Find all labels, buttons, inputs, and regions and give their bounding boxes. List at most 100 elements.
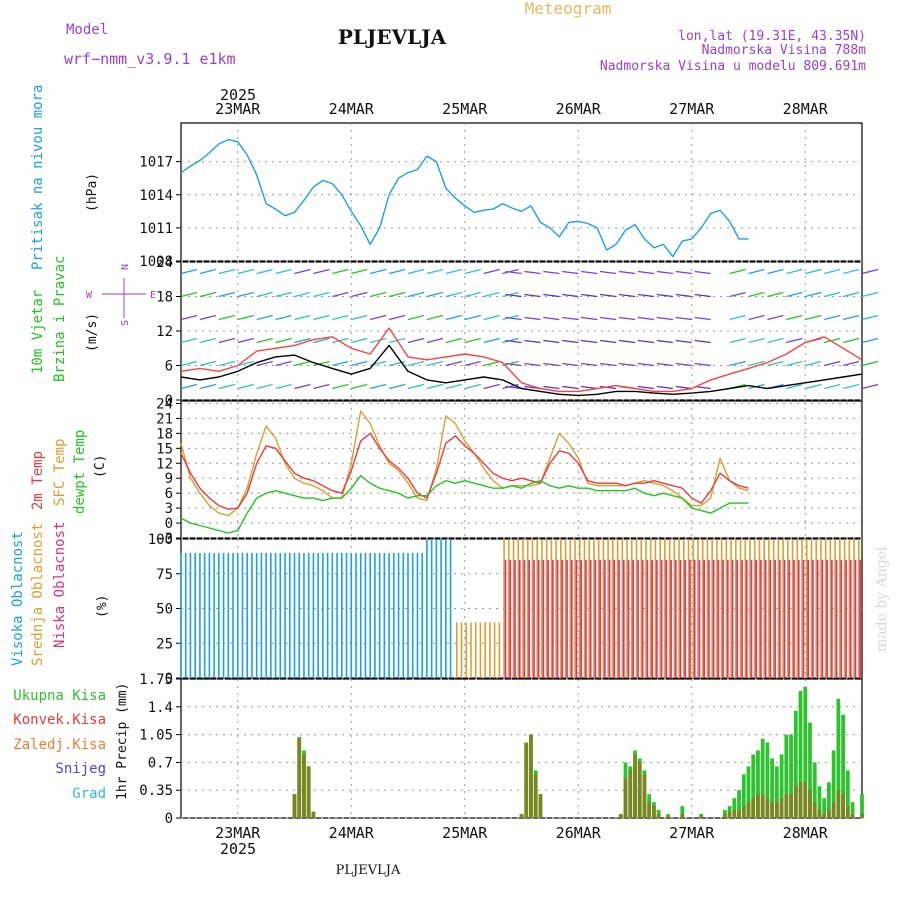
wind-arrow [294,383,311,390]
wind-gust-line [180,327,863,393]
precip-frozen-label: Zaledj.Kisa [13,737,106,753]
pressure-tick-label: 1011 [139,221,173,237]
cloud-low-label: Niska Oblacnost [52,522,68,648]
top-day-labels: 23MAR 24MAR 25MAR 26MAR 27MAR 28MAR [215,100,829,118]
day-label-top: 28MAR [783,100,829,118]
total-precip-bar [845,770,850,818]
wind-arrow [729,337,746,344]
day-label-bottom: 27MAR [669,824,715,842]
cloud-tick-label: 100 [148,532,173,548]
conv-precip-bar [741,806,746,818]
wind-tick-label: 24 [156,255,173,271]
compass-north: N [120,264,131,270]
conv-precip-bar [751,798,756,818]
wind-arrow [502,337,519,344]
wind-arrow [180,291,198,298]
wind-arrow [543,316,560,321]
wind-unit: (m/s) [85,313,100,352]
wind-arrow [445,337,462,344]
sfc-temp-line [180,410,749,517]
wind-arrow [464,360,481,367]
wind-arrow [388,360,406,367]
day-label-bottom: 26MAR [556,824,602,842]
cloud-tick-label: 0 [165,671,173,687]
wind-arrow [767,268,784,275]
footer-station: PLJEVLJA [336,863,401,878]
panel-frame [180,122,863,262]
wind-arrow [505,316,522,321]
conv-precip-bar [529,734,533,818]
conv-precip-bar [302,754,306,818]
total-precip-bar [817,786,822,818]
conv-precip-bar [699,815,704,818]
temp-tick-label: 21 [156,411,173,427]
cloud-mid-label: Srednja Oblacnost [30,523,46,666]
wind-arrow [694,293,711,298]
wind-arrow [332,383,349,390]
wind-arrow [562,270,579,275]
precip-conv-label: Konvek.Kisa [13,712,106,728]
temp-tick-label: 12 [156,456,173,472]
credit-watermark: made by Angel [874,546,890,652]
wind-arrow [786,360,803,367]
wind-arrow [524,270,541,275]
wind-arrow [275,360,292,367]
precip-unit: 1hr Precip (mm) [115,683,130,800]
wind-arrow [445,360,462,367]
wind-arrow [407,360,425,367]
conv-precip-bar [642,774,647,818]
temp-tick-label: 6 [165,486,173,502]
wind-arrow [256,291,273,298]
wind-arrow [407,383,425,390]
wind-arrow [313,360,330,367]
wind-arrow [275,314,292,321]
conv-precip-bar [784,794,789,818]
total-precip-bar [784,734,789,818]
wind-arrow [656,362,673,367]
total-precip-bar [822,798,827,818]
wind-arrow [543,385,560,390]
temp-tick-label: 24 [156,396,173,412]
wind-arrow [524,362,541,367]
wind-arrow [600,362,617,367]
cloud-tick-label: 75 [156,567,173,583]
wind-arrow [524,293,541,298]
wind-arrow [581,339,598,344]
conv-precip-bar [633,754,637,818]
wind-arrow [675,270,692,275]
conv-precip-bar [831,802,836,818]
total-precip-bar [841,714,845,818]
wind-tick-label: 12 [156,324,173,340]
wind-arrow [805,291,822,298]
wind-arrow [237,268,254,275]
conv-precip-bar [827,810,831,818]
model-elevation-label: Nadmorska Visina u modelu 809.691m [600,59,866,74]
station-title: PLJEVLJA [338,25,447,49]
wind-arrow [218,314,235,321]
wind-tick-label: 6 [165,359,173,375]
conv-precip-bar [524,742,529,818]
pressure-title: Pritisak na nivou mora [30,85,46,270]
temp-unit: (C) [93,455,108,478]
wind-tick-label: 0 [165,393,173,409]
wind-title-2: Brzina i Pravac [52,256,68,382]
wind-arrow [370,291,387,298]
wind-arrow [824,337,841,344]
total-precip-bar [680,806,685,818]
conv-precip-bar [533,774,538,818]
wind-arrow [464,268,481,275]
total-precip-bar [737,790,741,818]
day-label-bottom: 25MAR [442,824,488,842]
wind-arrow [426,383,444,390]
temp-sfc-label: SFC Temp [52,439,68,506]
wind-arrow [861,314,879,321]
wind-arrow [767,314,784,321]
wind-arrow [748,337,765,344]
wind-arrow [483,383,500,390]
conv-precip-bar [836,790,841,818]
wind-arrow [505,293,522,298]
temp-tick-label: 3 [165,501,173,517]
wind-speed-line [180,344,863,397]
total-precip-bar [732,798,737,818]
